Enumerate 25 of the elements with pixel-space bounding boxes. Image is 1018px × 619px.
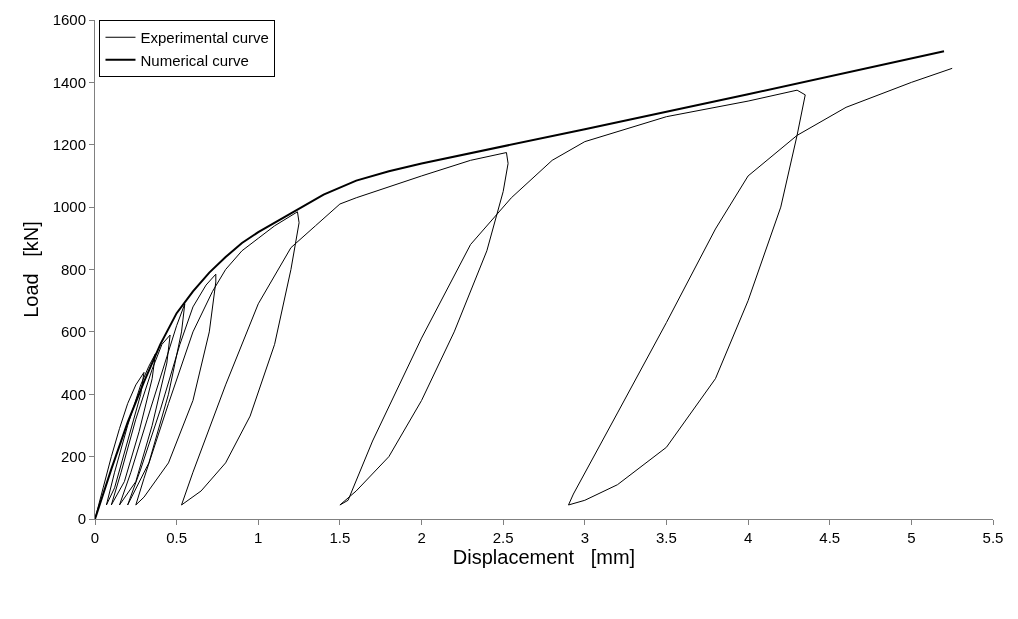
x-tick-label: 3 — [580, 529, 589, 546]
x-tick-label: 1 — [254, 529, 263, 546]
x-tick-label: 5.5 — [982, 529, 1004, 546]
x-axis-title: Displacement [mm] — [452, 546, 636, 568]
y-tick-label: 400 — [60, 385, 86, 403]
x-tick-label: 1.5 — [329, 529, 351, 546]
x-tick-label: 5 — [907, 529, 916, 546]
x-tick-label: 2.5 — [492, 529, 514, 546]
x-tick-label: 4.5 — [819, 529, 841, 546]
y-tick-label: 1200 — [52, 136, 86, 153]
y-tick-label: 0 — [77, 510, 86, 528]
x-tick-label: 0 — [90, 529, 100, 546]
x-tick-label: 2 — [417, 529, 426, 546]
x-tick-label: 0.5 — [166, 529, 188, 546]
x-tick-label: 4 — [743, 529, 753, 546]
x-tick-label: 3.5 — [656, 529, 677, 546]
y-tick-label: 1600 — [52, 11, 86, 29]
y-tick-label: 600 — [60, 323, 86, 341]
legend-label: Numerical curve — [140, 51, 249, 69]
y-tick-label: 800 — [60, 260, 86, 278]
y-tick-label: 1400 — [52, 73, 86, 91]
y-axis-title: Load [kN] — [20, 221, 43, 318]
legend-label: Experimental curve — [140, 29, 269, 47]
y-tick-label: 200 — [60, 447, 86, 465]
y-tick-label: 1000 — [52, 198, 86, 216]
